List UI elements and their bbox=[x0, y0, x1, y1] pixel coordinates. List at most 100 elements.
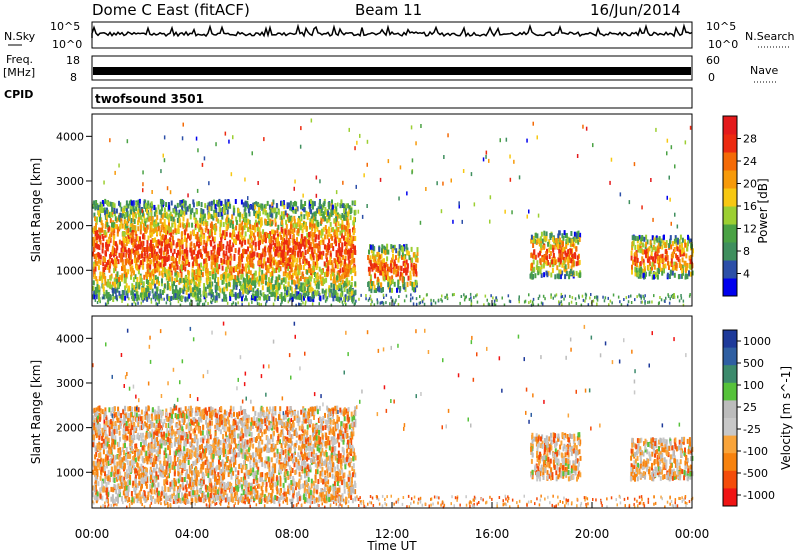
heatmap-cell bbox=[337, 297, 339, 302]
heatmap-cell bbox=[207, 302, 209, 305]
heatmap-cell bbox=[164, 135, 166, 139]
heatmap-cell bbox=[233, 208, 235, 213]
heatmap-cell bbox=[664, 242, 666, 247]
heatmap-cell bbox=[561, 255, 563, 260]
heatmap-cell bbox=[559, 238, 561, 243]
heatmap-cell bbox=[149, 272, 151, 277]
heatmap-cell bbox=[158, 301, 160, 304]
heatmap-cell bbox=[415, 255, 417, 260]
heatmap-cell bbox=[290, 293, 292, 298]
heatmap-cell bbox=[316, 274, 318, 279]
heatmap-cell bbox=[553, 259, 555, 264]
heatmap-cell bbox=[306, 270, 308, 275]
heatmap-cell bbox=[193, 230, 195, 235]
heatmap-cell bbox=[310, 199, 312, 204]
heatmap-cell bbox=[552, 237, 554, 242]
heatmap-cell bbox=[271, 202, 273, 206]
heatmap-cell bbox=[256, 223, 258, 227]
heatmap-cell bbox=[240, 275, 242, 280]
heatmap-cell bbox=[325, 293, 327, 298]
heatmap-cell bbox=[678, 274, 680, 279]
heatmap-cell bbox=[304, 293, 306, 298]
heatmap-cell bbox=[226, 217, 228, 222]
heatmap-cell bbox=[414, 496, 416, 499]
heatmap-cell bbox=[239, 217, 241, 222]
heatmap-cell bbox=[502, 297, 504, 300]
heatmap-cell bbox=[663, 258, 665, 263]
heatmap-cell bbox=[151, 190, 153, 194]
heatmap-cell bbox=[192, 199, 194, 204]
heatmap-cell bbox=[251, 205, 253, 210]
nave-tick-bottom: 0 bbox=[708, 71, 715, 84]
heatmap-cell bbox=[95, 299, 97, 302]
heatmap-cell bbox=[124, 238, 126, 243]
heatmap-cell bbox=[561, 300, 563, 303]
heatmap-cell bbox=[242, 221, 244, 225]
heatmap-cell bbox=[134, 225, 136, 230]
heatmap-cell bbox=[533, 267, 535, 272]
heatmap-cell bbox=[304, 224, 306, 229]
heatmap-cell bbox=[648, 256, 650, 261]
heatmap-cell bbox=[491, 498, 493, 501]
heatmap-cell bbox=[552, 495, 554, 498]
heatmap-cell bbox=[103, 181, 105, 185]
heatmap-cell bbox=[330, 243, 332, 248]
nsearch-label: N.Search bbox=[745, 30, 795, 43]
heatmap-cell bbox=[158, 239, 160, 244]
heatmap-cell bbox=[387, 264, 389, 269]
heatmap-cell bbox=[140, 229, 142, 234]
heatmap-cell bbox=[620, 192, 622, 196]
heatmap-cell bbox=[303, 214, 305, 219]
heatmap-cell bbox=[389, 267, 391, 272]
heatmap-cell bbox=[262, 235, 264, 240]
heatmap-cell bbox=[640, 237, 642, 242]
heatmap-cell bbox=[170, 296, 172, 301]
heatmap-cell bbox=[245, 264, 247, 269]
heatmap-cell bbox=[185, 207, 187, 212]
heatmap-cell bbox=[233, 301, 235, 304]
heatmap-cell bbox=[346, 296, 348, 301]
heatmap-cell bbox=[260, 232, 262, 237]
heatmap-cell bbox=[370, 303, 372, 306]
heatmap-cell bbox=[341, 247, 343, 252]
heatmap-cell bbox=[175, 285, 177, 290]
heatmap-cell bbox=[100, 228, 102, 233]
heatmap-cell bbox=[198, 244, 200, 249]
heatmap-cell bbox=[127, 228, 129, 233]
heatmap-cell bbox=[540, 243, 542, 248]
heatmap-cell bbox=[328, 202, 330, 207]
heatmap-cell bbox=[195, 224, 197, 228]
heatmap-cell bbox=[400, 272, 402, 277]
heatmap-cell bbox=[163, 298, 165, 301]
nsearch-tick-top: 10^5 bbox=[706, 20, 736, 33]
heatmap-cell bbox=[242, 289, 244, 294]
heatmap-cell bbox=[203, 234, 205, 239]
heatmap-cell bbox=[209, 282, 211, 287]
heatmap-cell bbox=[419, 295, 421, 298]
heatmap-cell bbox=[690, 259, 692, 264]
heatmap-cell bbox=[677, 225, 679, 229]
heatmap-cell bbox=[132, 232, 134, 237]
heatmap-cell bbox=[297, 270, 299, 275]
nsky-tick-bottom: 10^0 bbox=[52, 38, 82, 51]
heatmap-cell bbox=[96, 235, 98, 240]
heatmap-cell bbox=[218, 293, 220, 298]
heatmap-cell bbox=[492, 296, 494, 299]
heatmap-cell bbox=[369, 271, 371, 276]
heatmap-cell bbox=[550, 245, 552, 250]
heatmap-cell bbox=[344, 225, 346, 230]
heatmap-cell bbox=[344, 231, 346, 236]
heatmap-cell bbox=[201, 202, 203, 207]
heatmap-cell bbox=[109, 254, 111, 259]
heatmap-cell bbox=[137, 302, 139, 305]
heatmap-cell bbox=[117, 283, 119, 288]
heatmap-cell bbox=[235, 240, 237, 245]
colorbar-segment bbox=[723, 170, 737, 189]
heatmap-cell bbox=[538, 267, 540, 272]
heatmap-cell bbox=[510, 178, 512, 182]
heatmap-cell bbox=[586, 127, 588, 131]
heatmap-cell bbox=[391, 288, 393, 293]
heatmap-cell bbox=[681, 249, 683, 254]
station-title: Dome C East (fitACF) bbox=[92, 1, 250, 19]
heatmap-cell bbox=[530, 300, 532, 303]
